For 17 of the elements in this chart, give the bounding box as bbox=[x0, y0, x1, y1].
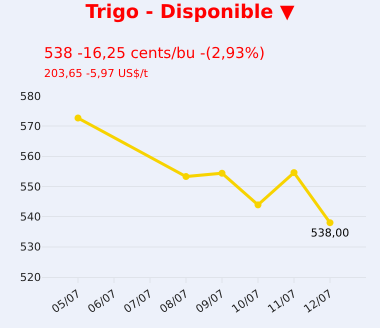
point bbox=[218, 170, 226, 177]
point bbox=[290, 169, 298, 176]
y-tick-label: 520 bbox=[20, 270, 41, 284]
y-tick-label: 550 bbox=[20, 180, 41, 194]
chart-subtitle: 538 -16,25 cents/bu -(2,93%) bbox=[44, 44, 265, 62]
data-label: 538,00 bbox=[310, 226, 350, 240]
y-tick-label: 540 bbox=[20, 210, 41, 224]
y-tick-label: 530 bbox=[20, 240, 41, 254]
y-tick-label: 570 bbox=[20, 120, 41, 134]
point bbox=[254, 201, 262, 208]
point bbox=[74, 114, 82, 122]
chart-title: Trigo - Disponible ▼ bbox=[85, 1, 295, 24]
y-tick-label: 560 bbox=[20, 150, 41, 164]
text: 203,65 -5,97 US$/t bbox=[44, 67, 149, 80]
y-tick-label: 580 bbox=[20, 90, 41, 103]
point bbox=[182, 173, 190, 180]
point bbox=[326, 219, 334, 226]
